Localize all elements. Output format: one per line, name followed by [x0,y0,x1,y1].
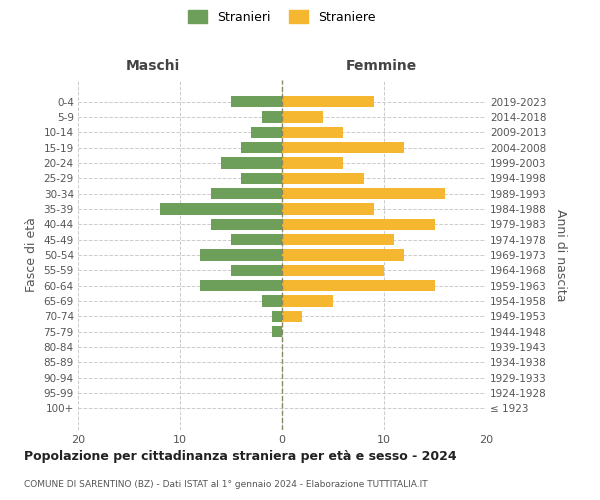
Bar [160,203,282,214]
Bar [231,264,282,276]
Bar [282,310,302,322]
Bar [221,157,282,168]
Text: Femmine: Femmine [346,58,416,72]
Bar [272,310,282,322]
Bar [282,172,364,184]
Bar [282,218,435,230]
Bar [282,280,435,291]
Bar [272,326,282,338]
Text: Maschi: Maschi [126,58,180,72]
Bar [241,172,282,184]
Y-axis label: Fasce di età: Fasce di età [25,218,38,292]
Bar [262,296,282,307]
Bar [211,188,282,200]
Bar [282,142,404,154]
Bar [262,111,282,122]
Bar [282,111,323,122]
Bar [282,126,343,138]
Bar [251,126,282,138]
Bar [231,234,282,245]
Bar [282,234,394,245]
Bar [282,188,445,200]
Text: Popolazione per cittadinanza straniera per età e sesso - 2024: Popolazione per cittadinanza straniera p… [24,450,457,463]
Text: COMUNE DI SARENTINO (BZ) - Dati ISTAT al 1° gennaio 2024 - Elaborazione TUTTITAL: COMUNE DI SARENTINO (BZ) - Dati ISTAT al… [24,480,428,489]
Bar [282,203,374,214]
Bar [282,296,333,307]
Bar [231,96,282,108]
Bar [241,142,282,154]
Bar [282,249,404,261]
Bar [211,218,282,230]
Bar [282,157,343,168]
Legend: Stranieri, Straniere: Stranieri, Straniere [185,6,379,28]
Y-axis label: Anni di nascita: Anni di nascita [554,208,567,301]
Bar [282,96,374,108]
Bar [200,249,282,261]
Bar [200,280,282,291]
Bar [282,264,384,276]
